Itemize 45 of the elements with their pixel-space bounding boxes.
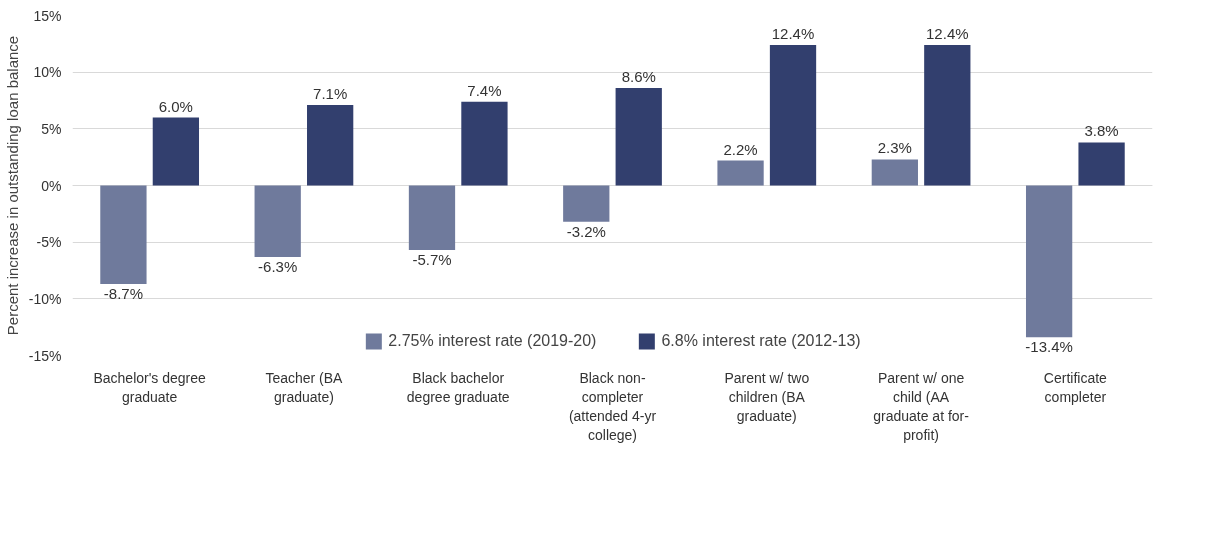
data-label: 12.4% xyxy=(771,24,815,42)
y-tick-label: -5% xyxy=(36,234,62,251)
data-label: 7.4% xyxy=(467,81,502,99)
legend-label: 2.75% interest rate (2019-20) xyxy=(388,332,597,350)
data-label: 3.8% xyxy=(1084,122,1119,140)
data-label: -3.2% xyxy=(566,222,606,240)
data-label: -8.7% xyxy=(103,285,144,303)
data-label: 6.0% xyxy=(158,97,193,115)
y-axis-title: Percent increase in outstanding loan balance xyxy=(3,35,21,336)
bar xyxy=(769,44,817,186)
x-tick-label: Black bachelor degree graduate xyxy=(406,369,510,405)
x-tick-label: Certificate completer xyxy=(1043,369,1108,405)
bar xyxy=(307,105,354,186)
y-tick-label: 15% xyxy=(33,7,62,24)
data-label: -5.7% xyxy=(412,251,452,269)
bar xyxy=(717,160,764,186)
data-label: 7.1% xyxy=(313,85,348,103)
bar xyxy=(615,88,662,186)
data-label: 8.6% xyxy=(621,68,656,86)
x-tick-label: Teacher (BA graduate) xyxy=(265,369,344,405)
x-tick-label: Black non-completer (attended 4-yr college) xyxy=(568,369,657,444)
y-tick-label: 10% xyxy=(33,64,62,81)
data-label: -13.4% xyxy=(1025,338,1073,356)
bar xyxy=(871,159,918,186)
legend-label: 6.8% interest rate (2012-13) xyxy=(661,332,861,350)
bar xyxy=(924,44,971,186)
bar xyxy=(1025,185,1073,338)
bar xyxy=(461,101,508,186)
x-tick-label: Parent w/ two children (BA graduate) xyxy=(724,369,810,424)
x-tick-label: Parent w/ one child (AA graduate at for-profit) xyxy=(873,369,970,444)
bar xyxy=(152,117,200,186)
bar xyxy=(563,185,610,222)
y-tick-label: 5% xyxy=(41,120,62,137)
y-tick-label: -10% xyxy=(28,290,62,307)
bar xyxy=(408,185,456,251)
y-tick-label: -15% xyxy=(28,347,62,364)
x-tick-label: Bachelor's degree graduate xyxy=(93,369,207,405)
data-label: 2.2% xyxy=(723,140,758,158)
bar xyxy=(100,185,147,285)
data-label: 2.3% xyxy=(877,139,912,157)
data-label: 12.4% xyxy=(926,24,969,42)
bar xyxy=(1078,142,1125,186)
data-label: -6.3% xyxy=(258,257,298,275)
bar xyxy=(254,185,301,257)
y-tick-label: 0% xyxy=(41,177,62,194)
